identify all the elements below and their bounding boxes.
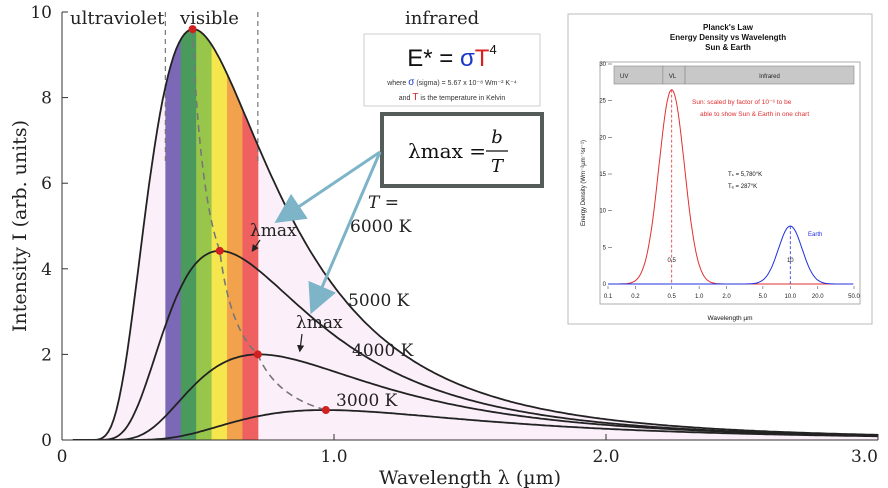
series-label-4000k: 4000 K [352,341,414,361]
region-label-visible: visible [179,8,239,29]
inset-x-tick-label: 0.1 [604,294,613,300]
wien-numerator: b [491,127,503,148]
main-y-tick-label: 0 [41,431,52,451]
main-y-axis-label: Intensity I (arb. units) [9,120,31,332]
main-x-tick-label: 2.0 [592,447,619,467]
main-y-tick-label: 4 [41,260,52,280]
inset-x-tick-label: 5.0 [759,294,768,300]
inset-y-tick-label: 25 [599,99,606,105]
stefan-boltzmann-box: E* = σT4 where σ (sigma) = 5.67 x 10⁻⁸ W… [363,33,541,107]
region-label-infrared: infrared [405,8,479,29]
inset-band-bar: UV VL Infrared [613,65,855,85]
inset-ticks: 0.1 0.2 0.5 1.0 2.0 5.0 10.0 20.0 50.0 0 5 10 15 20 25… [599,62,860,300]
inset-plot-area [599,61,861,305]
inset-x-tick-label: 2.0 [722,294,731,300]
peak-dot-6000k [188,25,197,34]
main-y-tick-label: 2 [41,345,52,365]
main-ticks: 0 1.0 2.0 3.0 0 2 4 6 8 10 [30,3,879,467]
main-x-tick-label: 1.0 [320,447,347,467]
inset-y-tick-label: 20 [599,135,606,141]
sigma-definition: where σ (sigma) = 5.67 x 10⁻⁸ Wm⁻² K⁻⁴ [386,77,517,88]
spectrum-band-5 [227,29,243,440]
inset-title-line-3: Sun & Earth [705,43,751,52]
inset-band-label: Infrared [759,74,780,80]
series-label-5000k: 5000 K [348,291,410,311]
inset-x-tick-label: 20.0 [812,294,824,300]
main-x-tick-label: 0 [57,447,68,467]
peak-dot-3000k [321,406,330,415]
inset-earth-temp: Tₑ = 287°K [728,184,757,190]
inset-x-tick-label: 10.0 [784,294,796,300]
inset-y-tick-label: 5 [603,245,607,251]
inset-peak-label-earth: 10 [787,258,794,264]
stefan-formula: E* = σT4 [407,42,496,72]
curve-3000k [72,409,878,440]
inset-band-label: UV [620,74,628,80]
main-y-tick-label: 8 [41,89,52,109]
spectrum-band-4 [211,29,228,440]
main-chart: 0 1.0 2.0 3.0 0 2 4 6 8 10 ultraviolet visible in… [9,3,879,488]
lambda-max-arrow-2 [297,333,305,353]
temperature-heading: T = [368,193,399,213]
inset-chart: Planck's Law Energy Density vs Wavelengt… [567,13,873,325]
main-y-tick-label: 6 [41,174,52,194]
inset-y-tick-label: 15 [599,172,606,178]
area-under-6000k [72,29,878,440]
spectrum-band-3 [196,29,213,440]
inset-y-tick-label: 0 [603,282,607,288]
wien-law-box: λmax = b T [380,112,544,188]
main-x-tick-label: 3.0 [851,447,878,467]
main-x-axis-label: Wavelength λ (µm) [379,467,561,488]
inset-y-axis-label: Energy Density (Wm⁻²µm⁻¹sr⁻¹) [581,140,587,226]
curve-4000k [72,353,878,440]
inset-curve-earth [608,225,854,285]
wien-lhs: λmax = [408,139,486,163]
region-label-ultraviolet: ultraviolet [70,8,165,29]
inset-earth-label: Earth [808,232,822,238]
inset-peak-markers: 0.5 10 [668,89,794,284]
peak-dot-5000k [215,246,224,255]
series-label-6000k: 6000 K [350,217,412,237]
inset-x-tick-label: 50.0 [848,294,860,300]
temperature-definition: and T is the temperature in Kelvin [399,92,506,103]
pointer-arrow-1 [274,150,381,224]
inset-x-axis-label: Wavelength µm [707,315,752,322]
inset-y-tick-label: 10 [599,209,606,215]
lambda-max-arrow-1 [251,239,261,252]
inset-x-tick-label: 1.0 [695,294,704,300]
lambda-max-label-2: λmax [296,313,343,333]
lambda-max-label-1: λmax [250,221,297,241]
spectrum-band-2 [180,29,197,440]
series-label-3000k: 3000 K [336,391,398,411]
peak-dots [188,25,330,415]
inset-title-line-2: Energy Density vs Wavelength [670,33,786,42]
inset-peak-label-sun: 0.5 [668,258,677,264]
inset-curves [608,89,854,285]
main-fill-layer [72,29,878,440]
main-curves [72,28,878,440]
inset-band-label: VL [669,74,677,80]
inset-title-line-1: Planck's Law [703,23,754,32]
spectrum-band-1 [165,29,182,440]
wien-denominator: T [491,156,505,177]
curve-6000k [72,28,878,440]
inset-x-tick-label: 0.5 [668,294,677,300]
inset-annotation-line-1: Sun: scaled by factor of 10⁻⁶ to be [692,99,792,106]
inset-y-tick-label: 30 [599,62,606,68]
inset-annotation-line-2: able to show Sun & Earth in one chart [700,111,809,118]
inset-sun-temp: Tₛ = 5,780°K [728,172,762,178]
main-y-tick-label: 10 [30,3,52,23]
pointer-arrow-2 [308,151,382,315]
peak-dot-4000k [253,350,262,359]
spectrum-bands [165,29,259,440]
inset-band-3 [684,65,855,85]
inset-x-tick-label: 0.2 [631,294,640,300]
